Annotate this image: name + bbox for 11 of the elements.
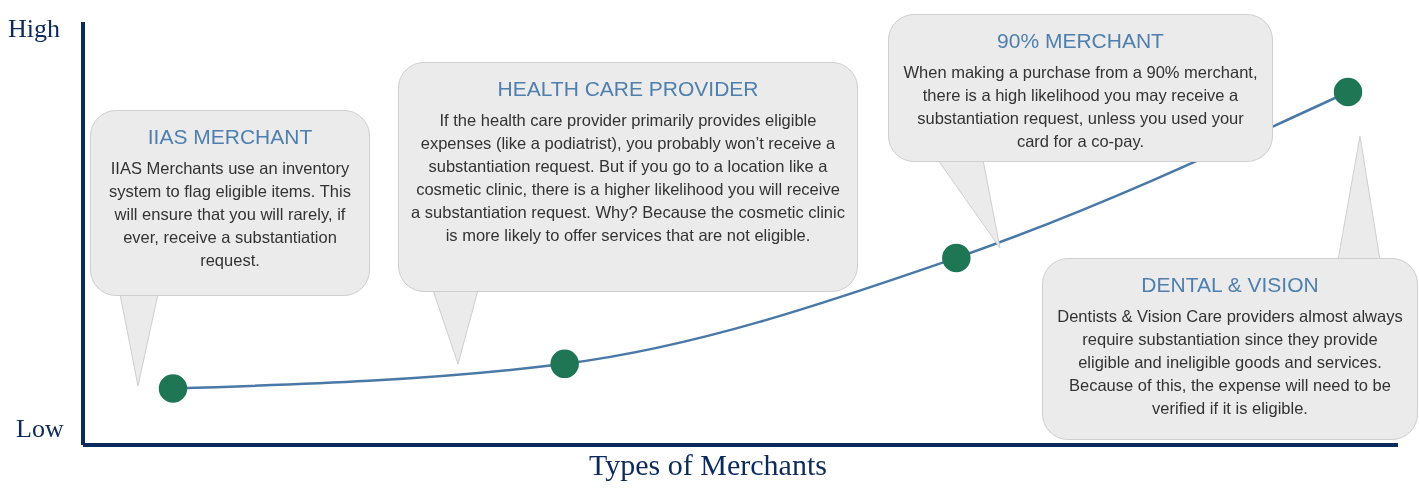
x-axis-title: Types of Merchants	[588, 448, 828, 482]
annotation: DENTAL & VISION	[1140, 273, 1320, 297]
annotation: When making a purchase from a 90% merchant, there is a high likelihood you may receive a substantiation request, unless you used your card for a co-pay.	[902, 62, 1259, 153]
text: High	[8, 14, 60, 44]
annotation: HEALTH CARE PROVIDER	[496, 77, 760, 101]
annotation: IIAS Merchants use an inventory system to flag eligible items. This will ensure that you will rarely, if ever, receive a substantiation request.	[108, 158, 352, 272]
text: 90% MERCHANT	[996, 29, 1165, 53]
text: Low	[16, 414, 64, 444]
annotation: IIAS MERCHANT	[146, 125, 314, 149]
annotation: If the health care provider primarily provides eligible expenses (like a podiatrist), you probably won’t receive a substantiation request. But if you go to a location like a cosmetic clinic, there is a higher likelihood you will receive a substantiation request. Why? Because the cosmetic clinic is more likely to offer services that are not eligible.	[411, 110, 845, 247]
annotation: Dentists & Vision Care providers almost always require substantiation since they provide eligible and ineligible goods and services. Because of this, the expense will need to be verified if it is eligible.	[1056, 306, 1404, 420]
